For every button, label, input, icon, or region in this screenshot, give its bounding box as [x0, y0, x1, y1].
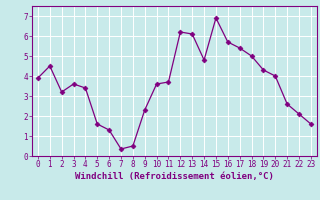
- X-axis label: Windchill (Refroidissement éolien,°C): Windchill (Refroidissement éolien,°C): [75, 172, 274, 181]
